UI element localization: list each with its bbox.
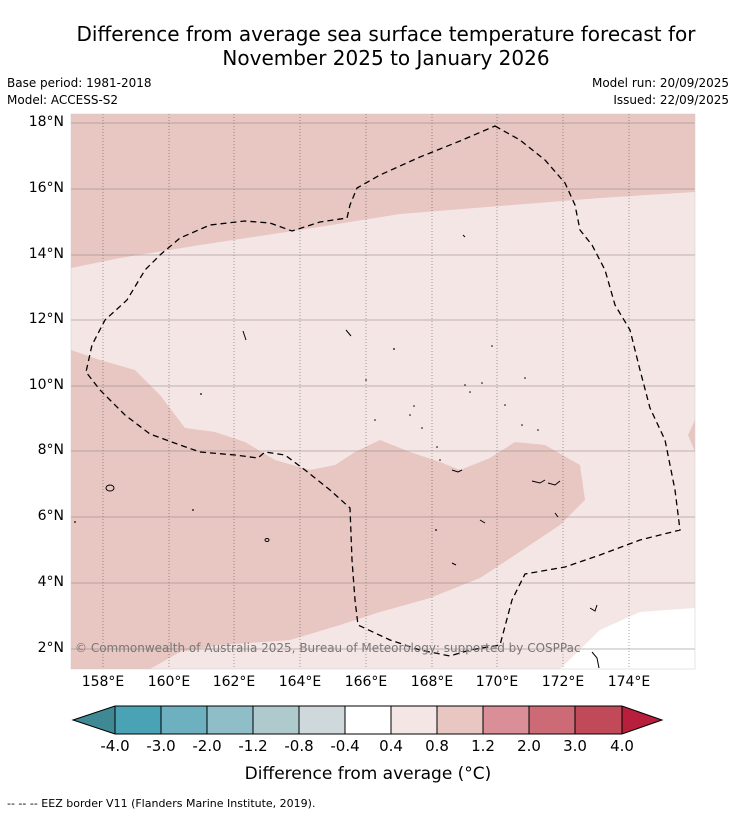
colorbar-tick: -4.0 xyxy=(100,737,130,755)
lat-gridlines xyxy=(71,122,695,650)
colorbar-over-arrow xyxy=(622,706,662,734)
lon-label: 160°E xyxy=(147,674,191,690)
lon-label: 170°E xyxy=(475,674,519,690)
lon-label: 172°E xyxy=(541,674,585,690)
colorbar-tick: -1.2 xyxy=(238,737,268,755)
colorbar-tick: 3.0 xyxy=(563,737,587,755)
island xyxy=(462,234,466,238)
colorbar-tick: -3.0 xyxy=(146,737,176,755)
meta-left: Base period: 1981-2018 Model: ACCESS-S2 xyxy=(7,75,152,109)
eez-legend-note: -- -- -- EEZ border V11 (Flanders Marine… xyxy=(7,797,316,810)
lon-label: 168°E xyxy=(410,674,454,690)
chart-title: Difference from average sea surface temp… xyxy=(40,22,732,70)
island xyxy=(479,519,486,524)
colorbar-segment xyxy=(161,706,207,734)
colorbar-tick: -0.4 xyxy=(330,737,360,755)
colorbar-segment xyxy=(437,706,483,734)
lat-label: 4°N xyxy=(37,574,64,590)
lat-label: 10°N xyxy=(28,377,64,393)
colorbar-tick: -0.8 xyxy=(284,737,314,755)
island xyxy=(451,469,463,473)
lon-label: 158°E xyxy=(81,674,125,690)
anomaly-region-north xyxy=(71,114,695,268)
island xyxy=(451,562,457,566)
model-name: Model: ACCESS-S2 xyxy=(7,93,119,107)
lat-label: 6°N xyxy=(37,508,64,524)
colorbar-under-arrow xyxy=(73,706,115,734)
island xyxy=(264,538,270,542)
title-line-2: November 2025 to January 2026 xyxy=(222,46,550,70)
colorbar-tick: -2.0 xyxy=(192,737,222,755)
colorbar-tick: 0.4 xyxy=(379,737,403,755)
colorbar-segment xyxy=(207,706,253,734)
anomaly-patch-east xyxy=(688,420,695,452)
lat-label: 18°N xyxy=(28,114,64,130)
island xyxy=(345,329,352,337)
colorbar-segment xyxy=(253,706,299,734)
lon-label: 174°E xyxy=(607,674,651,690)
lat-label: 12°N xyxy=(28,311,64,327)
small-islets xyxy=(74,345,539,531)
colorbar-tick: 0.8 xyxy=(425,737,449,755)
copyright-notice: © Commonwealth of Australia 2025, Bureau… xyxy=(75,641,581,655)
lat-label: 2°N xyxy=(37,640,64,656)
lat-label: 16°N xyxy=(28,180,64,196)
colorbar-tick: 4.0 xyxy=(610,737,634,755)
colorbar-segment xyxy=(575,706,622,734)
island xyxy=(242,330,247,341)
colorbar-segment xyxy=(299,706,345,734)
colorbar-tick: 2.0 xyxy=(517,737,541,755)
eez-border xyxy=(85,125,681,657)
meta-right: Model run: 20/09/2025 Issued: 22/09/2025 xyxy=(592,75,729,109)
colorbar-segment xyxy=(483,706,529,734)
lon-label: 166°E xyxy=(344,674,388,690)
islands xyxy=(105,234,600,669)
colorbar-title: Difference from average (°C) xyxy=(244,764,492,784)
colorbar-segment xyxy=(391,706,437,734)
issued-date: Issued: 22/09/2025 xyxy=(613,93,729,107)
colorbar-segment xyxy=(345,706,391,734)
lat-label: 8°N xyxy=(37,442,64,458)
island xyxy=(531,479,546,484)
colorbar-tick: 1.2 xyxy=(471,737,495,755)
model-run: Model run: 20/09/2025 xyxy=(591,76,729,90)
gridlines xyxy=(102,114,630,669)
colorbar-segment xyxy=(115,706,161,734)
lon-label: 164°E xyxy=(278,674,322,690)
lon-label: 162°E xyxy=(212,674,256,690)
island xyxy=(554,512,559,518)
island xyxy=(105,484,115,492)
island xyxy=(591,651,600,669)
anomaly-region-south xyxy=(71,350,585,669)
title-line-1: Difference from average sea surface temp… xyxy=(76,22,696,46)
island xyxy=(589,604,598,612)
base-period: Base period: 1981-2018 xyxy=(7,76,152,90)
island xyxy=(547,480,561,486)
map-area xyxy=(71,114,695,669)
lat-label: 14°N xyxy=(28,246,64,262)
colorbar xyxy=(71,705,664,735)
colorbar-segment xyxy=(529,706,575,734)
